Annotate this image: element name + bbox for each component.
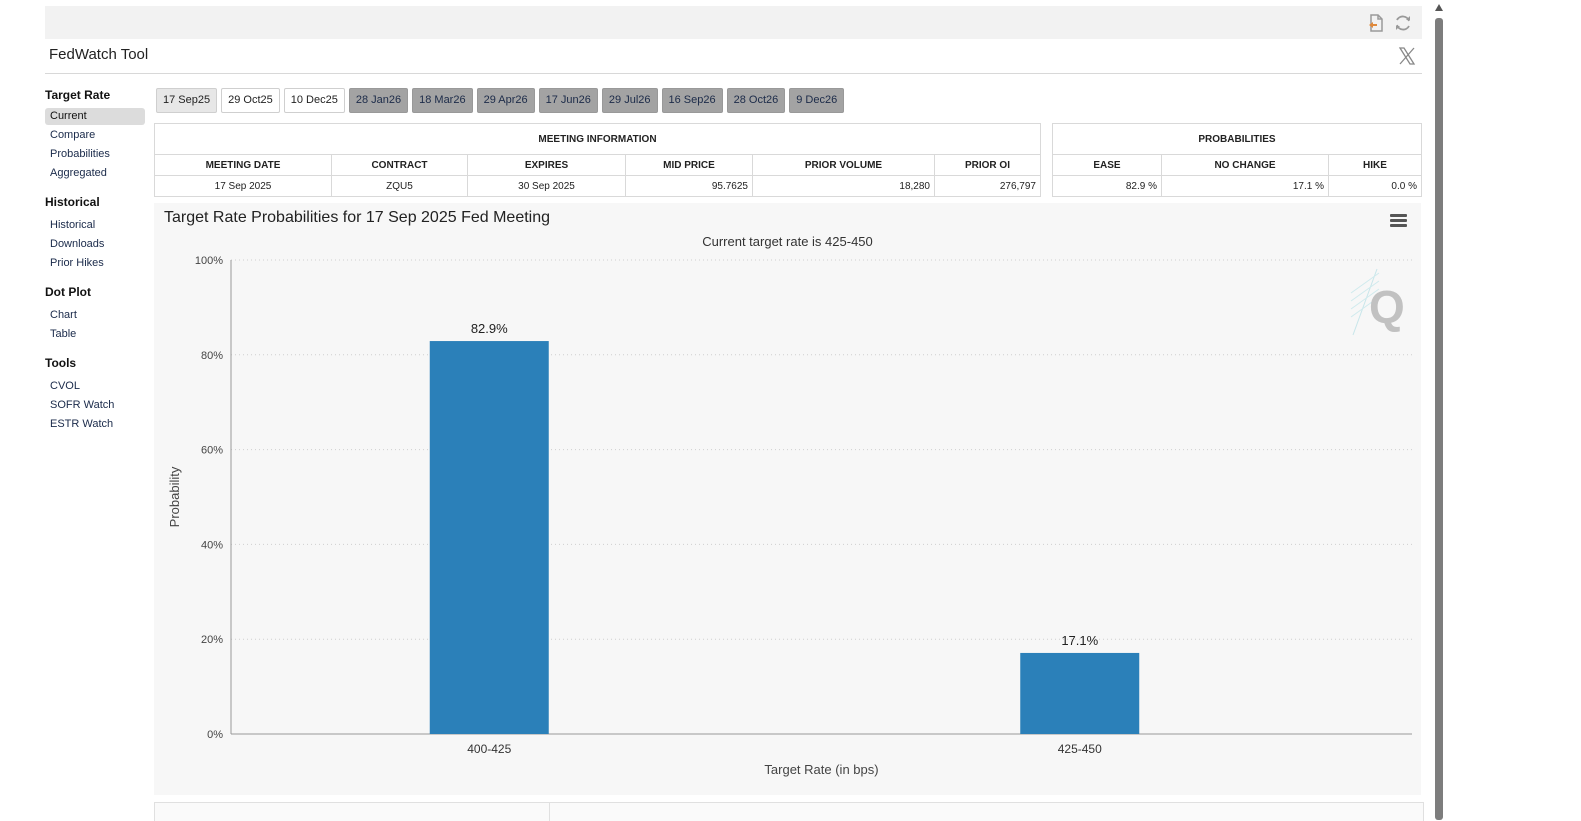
sidebar-item-chart[interactable]: Chart <box>50 309 77 321</box>
q-watermark-icon: Q <box>1350 268 1405 336</box>
y-tick-label: 0% <box>207 729 223 741</box>
sidebar-heading-tools: Tools <box>45 356 77 370</box>
chart-subtitle: Current target rate is 425-450 <box>702 234 873 249</box>
sidebar-item-current[interactable]: Current <box>45 108 145 125</box>
y-tick-label: 100% <box>195 255 223 267</box>
tab-18-mar26[interactable]: 18 Mar26 <box>412 88 473 113</box>
meeting-info-caption: MEETING INFORMATION <box>154 123 1041 155</box>
col-mid-price: MID PRICE <box>625 154 753 176</box>
tab-17-jun26[interactable]: 17 Jun26 <box>538 88 598 113</box>
data-label: 82.9% <box>471 321 508 336</box>
y-axis-title: Probability <box>167 466 182 527</box>
col-prior-oi: PRIOR OI <box>934 154 1041 176</box>
top-toolbar <box>45 6 1422 39</box>
y-tick-label: 60% <box>201 445 223 457</box>
table-row: 17 Sep 2025 ZQU5 30 Sep 2025 95.7625 18,… <box>154 175 1041 197</box>
mid-price-value: 95.7625 <box>625 175 753 197</box>
col-meeting-date: MEETING DATE <box>154 154 332 176</box>
sidebar-item-historical[interactable]: Historical <box>50 219 96 231</box>
vertical-scrollbar[interactable] <box>1433 0 1445 820</box>
data-label: 17.1% <box>1061 633 1098 648</box>
hike-value: 0.0 % <box>1328 175 1422 197</box>
y-tick-label: 20% <box>201 634 223 646</box>
x-axis-title: Target Rate (in bps) <box>764 762 878 777</box>
chart-svg: Q 0% 20% 40% 60% 80% 100% 82.9% 400-425 17.1% 425… <box>167 255 1412 777</box>
y-tick-label: 80% <box>201 350 223 362</box>
tab-16-sep26[interactable]: 16 Sep26 <box>661 88 723 113</box>
tab-29-apr26[interactable]: 29 Apr26 <box>476 88 535 113</box>
sidebar-nav: Target Rate Current Compare Probabilitie… <box>45 88 145 433</box>
meeting-tabs: 17 Sep25 29 Oct25 10 Dec25 28 Jan26 18 M… <box>156 88 845 113</box>
meeting-date-value: 17 Sep 2025 <box>154 175 332 197</box>
tab-28-oct26[interactable]: 28 Oct26 <box>726 88 786 113</box>
sidebar-item-table[interactable]: Table <box>50 328 77 340</box>
sidebar-item-probabilities[interactable]: Probabilities <box>50 148 110 160</box>
chart-title: Target Rate Probabilities for 17 Sep 202… <box>164 209 551 226</box>
app-title: FedWatch Tool <box>49 46 149 63</box>
scroll-up-arrow-icon[interactable] <box>1435 4 1443 11</box>
contract-value: ZQU5 <box>331 175 468 197</box>
sidebar-item-compare[interactable]: Compare <box>50 129 96 141</box>
chart-menu-icon[interactable] <box>1390 214 1407 228</box>
scroll-thumb[interactable] <box>1435 18 1443 820</box>
sidebar-heading-historical: Historical <box>45 195 100 209</box>
x-logo-icon[interactable] <box>1398 47 1416 65</box>
tab-9-dec26[interactable]: 9 Dec26 <box>789 88 845 113</box>
ease-value: 82.9 % <box>1052 175 1162 197</box>
col-contract: CONTRACT <box>331 154 468 176</box>
probability-chart: Q 0% 20% 40% 60% 80% 100% 82.9% 400-425 17.1% 425… <box>154 203 1421 795</box>
meeting-info-table: MEETING INFORMATION MEETING DATE CONTRAC… <box>154 123 1041 197</box>
sidebar-item-estr-watch[interactable]: ESTR Watch <box>50 418 114 430</box>
expires-value: 30 Sep 2025 <box>467 175 626 197</box>
y-tick-label: 40% <box>201 539 223 551</box>
tab-17-sep25[interactable]: 17 Sep25 <box>156 88 218 113</box>
probabilities-table: PROBABILITIES EASE NO CHANGE HIKE 82.9 %… <box>1052 123 1422 197</box>
probabilities-caption: PROBABILITIES <box>1052 123 1422 155</box>
tab-29-oct25[interactable]: 29 Oct25 <box>221 88 280 113</box>
sidebar-heading-dot-plot: Dot Plot <box>45 285 91 299</box>
col-hike: HIKE <box>1328 154 1422 176</box>
x-tick-label: 400-425 <box>467 742 511 756</box>
col-prior-volume: PRIOR VOLUME <box>752 154 935 176</box>
col-expires: EXPIRES <box>467 154 626 176</box>
tab-29-jul26[interactable]: 29 Jul26 <box>601 88 658 113</box>
bottom-panel <box>154 802 1424 821</box>
bar <box>429 341 549 734</box>
sidebar-heading-target-rate: Target Rate <box>45 88 111 102</box>
no-change-value: 17.1 % <box>1161 175 1329 197</box>
bar <box>1020 652 1140 734</box>
prior-oi-value: 276,797 <box>934 175 1041 197</box>
export-icon[interactable] <box>1366 13 1386 33</box>
refresh-icon[interactable] <box>1393 13 1413 33</box>
sidebar-item-cvol[interactable]: CVOL <box>50 380 80 392</box>
x-tick-label: 425-450 <box>1058 742 1102 756</box>
svg-text:Q: Q <box>1369 281 1405 333</box>
sidebar-item-aggregated[interactable]: Aggregated <box>50 167 107 179</box>
col-no-change: NO CHANGE <box>1161 154 1329 176</box>
sidebar-item-sofr-watch[interactable]: SOFR Watch <box>50 399 115 411</box>
prior-volume-value: 18,280 <box>752 175 935 197</box>
tab-10-dec25[interactable]: 10 Dec25 <box>283 88 345 113</box>
sidebar-item-prior-hikes[interactable]: Prior Hikes <box>50 257 104 269</box>
tab-28-jan26[interactable]: 28 Jan26 <box>348 88 409 113</box>
col-ease: EASE <box>1052 154 1162 176</box>
title-bar: FedWatch Tool <box>45 39 1422 74</box>
table-row: 82.9 % 17.1 % 0.0 % <box>1052 175 1422 197</box>
sidebar-item-downloads[interactable]: Downloads <box>50 238 105 250</box>
